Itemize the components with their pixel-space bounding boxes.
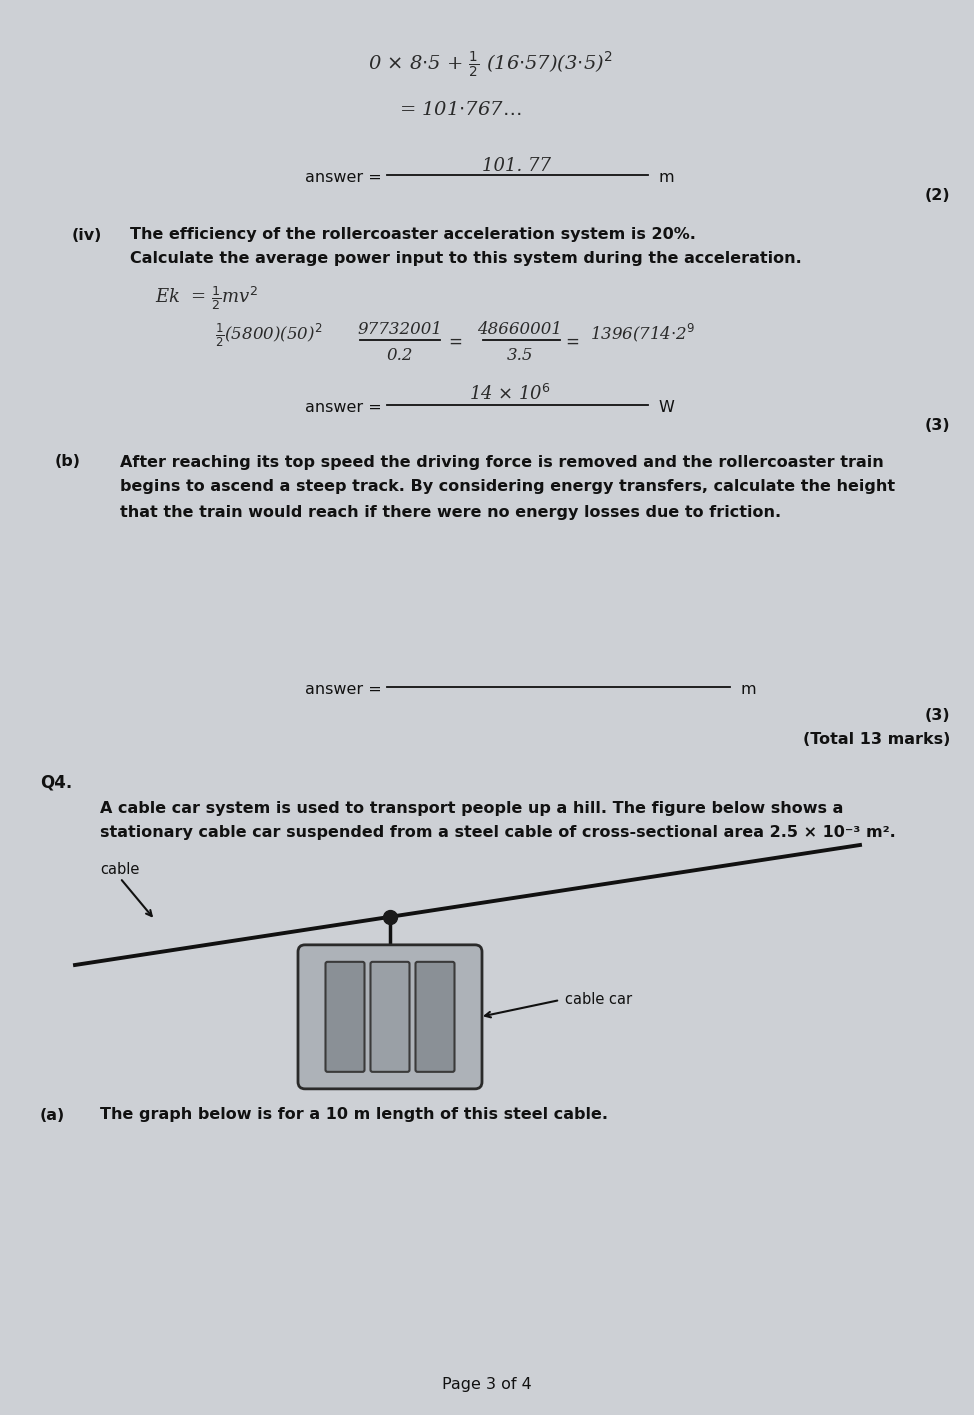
Text: that the train would reach if there were no energy losses due to friction.: that the train would reach if there were… xyxy=(120,505,781,519)
Text: (3): (3) xyxy=(924,417,950,433)
FancyBboxPatch shape xyxy=(325,962,364,1071)
Text: W: W xyxy=(658,400,674,416)
Text: (3): (3) xyxy=(924,708,950,723)
Text: =: = xyxy=(448,333,462,351)
Text: m: m xyxy=(740,682,756,698)
Text: Calculate the average power input to this system during the acceleration.: Calculate the average power input to thi… xyxy=(130,252,802,266)
Text: answer =: answer = xyxy=(305,170,382,185)
Text: = 101$\cdot$767$\ldots$: = 101$\cdot$767$\ldots$ xyxy=(398,100,521,119)
Text: (iv): (iv) xyxy=(72,228,102,242)
Text: 1396(714$\cdot$2$^9$: 1396(714$\cdot$2$^9$ xyxy=(590,321,695,344)
Text: answer =: answer = xyxy=(305,400,382,416)
Text: cable: cable xyxy=(100,863,139,877)
Text: 0.2: 0.2 xyxy=(387,347,413,364)
Text: 3.5: 3.5 xyxy=(506,347,533,364)
Text: 97732001: 97732001 xyxy=(357,321,442,338)
Text: (b): (b) xyxy=(55,454,81,470)
FancyBboxPatch shape xyxy=(370,962,409,1071)
Text: 14 $\times$ 10$^6$: 14 $\times$ 10$^6$ xyxy=(469,383,551,405)
Text: m: m xyxy=(658,170,674,185)
Text: (a): (a) xyxy=(40,1108,65,1122)
Text: (2): (2) xyxy=(924,188,950,202)
Text: cable car: cable car xyxy=(565,992,632,1007)
Text: The graph below is for a 10 m length of this steel cable.: The graph below is for a 10 m length of … xyxy=(100,1108,608,1122)
Text: (Total 13 marks): (Total 13 marks) xyxy=(803,733,950,747)
Text: $\frac{1}{2}$(5800)(50)$^2$: $\frac{1}{2}$(5800)(50)$^2$ xyxy=(215,321,322,348)
Text: Ek  = $\frac{1}{2}$mv$^2$: Ek = $\frac{1}{2}$mv$^2$ xyxy=(155,284,258,311)
FancyBboxPatch shape xyxy=(416,962,455,1071)
Text: The efficiency of the rollercoaster acceleration system is 20%.: The efficiency of the rollercoaster acce… xyxy=(130,228,695,242)
Text: 0 $\times$ 8$\cdot$5 + $\frac{1}{2}$ (16$\cdot$57)(3$\cdot$5)$^2$: 0 $\times$ 8$\cdot$5 + $\frac{1}{2}$ (16… xyxy=(368,50,613,81)
Text: begins to ascend a steep track. By considering energy transfers, calculate the h: begins to ascend a steep track. By consi… xyxy=(120,480,895,494)
Text: stationary cable car suspended from a steel cable of cross-sectional area 2.5 × : stationary cable car suspended from a st… xyxy=(100,825,896,841)
FancyBboxPatch shape xyxy=(298,945,482,1090)
Text: 48660001: 48660001 xyxy=(477,321,563,338)
Text: A cable car system is used to transport people up a hill. The figure below shows: A cable car system is used to transport … xyxy=(100,801,843,815)
Text: 101. 77: 101. 77 xyxy=(481,157,550,175)
Text: Page 3 of 4: Page 3 of 4 xyxy=(442,1377,532,1392)
Text: Q4.: Q4. xyxy=(40,773,72,791)
Text: =: = xyxy=(565,333,579,351)
Text: answer =: answer = xyxy=(305,682,382,698)
Text: After reaching its top speed the driving force is removed and the rollercoaster : After reaching its top speed the driving… xyxy=(120,454,883,470)
